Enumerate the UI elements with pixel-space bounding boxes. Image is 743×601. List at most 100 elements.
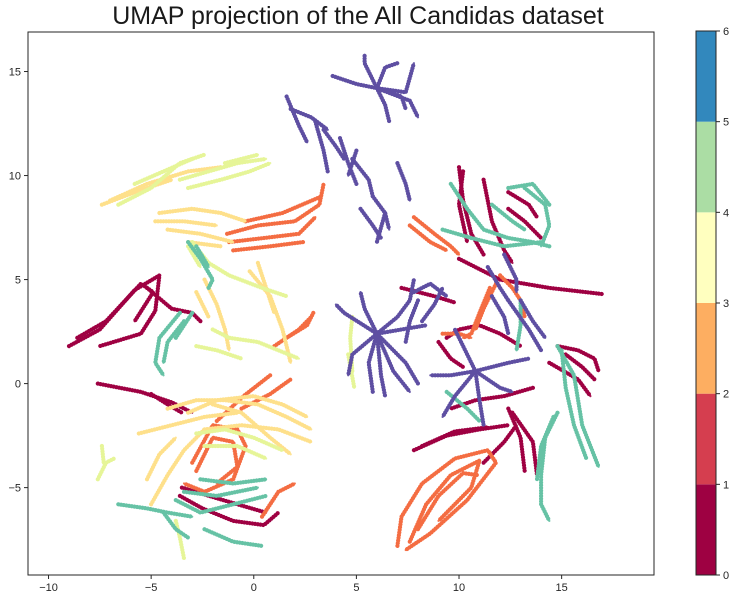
class-2-strand-core [150,428,206,506]
plot-frame [27,31,655,576]
class-1-strand-core [285,311,315,339]
class-2-strand-core [166,228,235,244]
class-5-strand-core [441,370,477,418]
class-2-strand-core [195,291,210,319]
class-1-strand-core [195,436,239,485]
class-3-points [95,152,357,561]
class-0-strand-core [457,257,604,296]
class-1-points [181,181,527,553]
x-tick-label: 0 [251,582,257,594]
class-0-strand-core [67,274,161,348]
class-4-strand-core [490,203,526,231]
x-tick-label: 15 [556,582,568,594]
class-2-strand-core [109,166,222,202]
class-5-strand-core [486,266,510,302]
class-0-strand-core [507,191,539,219]
y-tick-label: 5 [15,275,21,287]
class-1-strand-core [408,224,448,252]
class-5-strand-core [375,211,387,244]
class-5-strand-core [519,299,547,339]
class-5-strand-core [474,370,514,393]
class-0-strand-core [76,282,155,339]
class-4-strand-core [203,528,264,547]
class-5-strand-core [285,95,309,144]
class-3-strand-core [187,245,202,269]
class-3-strand-core [187,162,272,190]
class-5-strand-core [375,62,399,90]
class-1-strand-core [228,216,317,244]
class-5-strand-core [474,357,530,373]
class-4-strand-core [515,299,522,352]
class-5-strand-core [375,87,391,123]
colorbar-tick-label: 4 [723,207,729,219]
class-4-strand-core [441,228,543,248]
class-2-strand-core [154,220,218,227]
class-5-strand-core [375,332,420,385]
class-3-strand-core [133,157,194,185]
class-5-strand-core [338,137,358,185]
class-4-strand-core [556,345,600,468]
colorbar-tick-label: 6 [723,26,729,38]
class-3-strand-core [203,444,268,460]
class-5-strand-core [421,286,444,323]
class-5-strand-core [375,278,415,335]
class-0-strand-core [564,353,596,381]
class-5-strand-core [351,157,374,198]
class-2-strand-core [203,278,231,352]
class-2-strand-core [248,270,292,364]
class-1-strand-core [408,459,481,543]
class-5-strand [366,331,379,394]
class-0-strand-core [150,392,183,414]
colorbar-tick-label: 2 [723,389,729,401]
class-3-strand-core [195,345,243,360]
y-tick-label: 10 [9,171,21,183]
scatter-points [66,52,605,561]
class-1-strand [225,181,326,236]
y-axis: −5 0 5 10 15 [8,67,28,495]
class-4-strand-core [535,415,555,481]
class-2-strand-core [137,411,239,435]
class-3-strand-core [96,457,116,481]
y-tick-label: 0 [15,379,21,391]
class-4-strand-core [507,182,551,206]
class-3-strand-core [211,328,300,360]
class-5-strand-core [314,120,329,173]
class-1-strand-core [260,482,296,518]
class-3-strand-core [223,153,259,165]
class-5-strand-core [429,370,477,377]
chart-title: UMAP projection of the All Candidas data… [112,2,604,30]
class-5-strand-core [507,299,543,352]
colorbar-segment [696,303,716,394]
class-5-strand-core [367,332,378,393]
class-5-strand-core [375,332,411,393]
class-4-strand-core [174,494,268,514]
class-4-strand-core [523,186,551,248]
colorbar-segment [696,121,716,213]
colorbar-tick-label: 0 [723,570,729,582]
class-5-points [284,52,548,428]
class-5-strand-core [396,162,411,202]
class-2-strand-core [145,436,177,481]
class-3-strand-core [100,444,105,466]
colorbar-segment [696,212,716,303]
class-2-strand-core [211,403,292,456]
class-0-strand-core [178,494,280,527]
class-4-strand [202,527,265,548]
class-4-strand-core [162,320,186,364]
class-0-strand-core [511,411,539,477]
class-1-strand-core [232,241,305,252]
y-tick-label: 15 [9,67,21,79]
class-2-strand-core [100,178,173,206]
class-5-strand-core [289,107,329,131]
class-4-strand-core [117,503,194,518]
class-4-strand-core [199,478,268,485]
class-0-strand-core [556,345,600,373]
class-5-strand-core [347,332,378,377]
class-0-strand-core [548,361,592,398]
class-5-strand-core [503,253,518,294]
class-0-strand [420,425,490,449]
colorbar-segment [696,31,716,122]
class-0-strand-core [421,426,489,448]
class-5-strand-core [347,149,358,177]
